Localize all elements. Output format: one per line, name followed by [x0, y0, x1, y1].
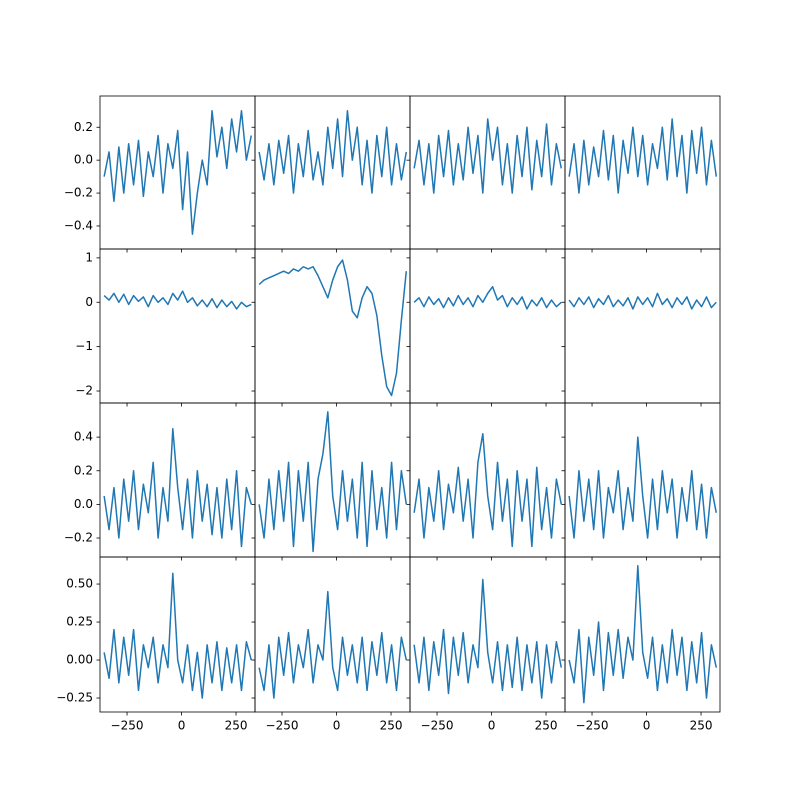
y-tick-label: 0	[85, 295, 93, 309]
axes-frame	[564, 248, 721, 404]
axes-frame	[254, 248, 411, 404]
x-tick-label: −250	[111, 719, 144, 733]
data-line	[568, 118, 718, 194]
axes-frame	[409, 248, 566, 404]
axes-frame	[564, 556, 721, 713]
y-tick-label: −0.25	[56, 691, 93, 705]
x-tick-label: −250	[576, 719, 609, 733]
data-line	[103, 427, 253, 548]
data-line	[258, 259, 408, 397]
y-tick-label: 0.2	[74, 120, 93, 134]
y-tick-label: 1	[85, 250, 93, 264]
x-tick-label: 250	[380, 719, 403, 733]
y-tick-label: −2	[75, 384, 93, 398]
data-line	[103, 290, 252, 310]
x-tick-label: −250	[266, 719, 299, 733]
y-tick-label: −0.2	[64, 186, 93, 200]
x-tick-label: 0	[178, 719, 186, 733]
y-tick-label: 0.0	[74, 153, 93, 167]
data-line	[413, 433, 563, 548]
data-line	[568, 292, 717, 310]
axes-frame	[254, 95, 411, 250]
y-tick-label: 0.00	[66, 653, 93, 667]
data-line	[413, 118, 563, 194]
x-tick-label: 0	[488, 719, 496, 733]
data-line	[258, 590, 408, 699]
y-tick-label: −0.2	[64, 531, 93, 545]
y-tick-label: −1	[75, 339, 93, 353]
axes-frame	[99, 248, 256, 404]
x-tick-label: −250	[421, 719, 454, 733]
y-tick-label: 0.4	[74, 430, 93, 444]
data-line	[258, 411, 408, 553]
x-tick-label: 0	[643, 719, 651, 733]
data-line	[413, 578, 563, 699]
data-line	[103, 110, 253, 235]
data-line	[568, 565, 718, 704]
x-tick-label: 250	[535, 719, 558, 733]
y-tick-label: −0.4	[64, 218, 93, 232]
axes-frame	[409, 402, 566, 558]
data-line	[568, 436, 718, 539]
y-tick-label: 0.2	[74, 463, 93, 477]
x-tick-label: 250	[225, 719, 248, 733]
x-tick-label: 250	[690, 719, 713, 733]
y-tick-label: 0.0	[74, 497, 93, 511]
data-line	[103, 572, 253, 699]
axes-frame	[254, 556, 411, 713]
axes-frame	[99, 556, 256, 713]
axes-frame	[409, 556, 566, 713]
data-line	[413, 285, 562, 310]
y-tick-label: 0.50	[66, 577, 93, 591]
data-line	[258, 110, 408, 194]
y-tick-label: 0.25	[66, 615, 93, 629]
x-tick-label: 0	[333, 719, 341, 733]
